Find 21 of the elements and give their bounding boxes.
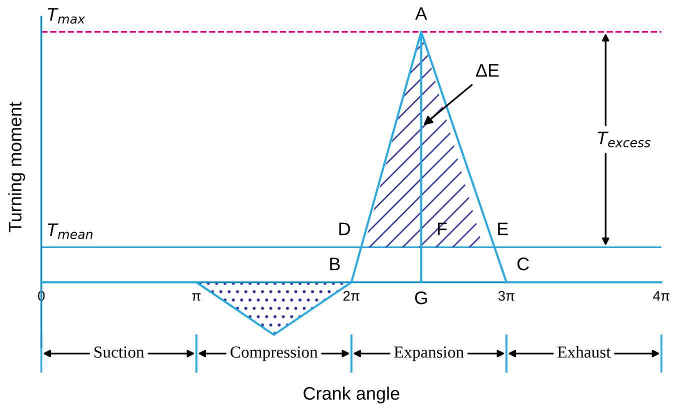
x-tick-label: 2π	[343, 290, 360, 301]
text: Suction	[94, 346, 144, 358]
annotation: T$_{excess}$	[598, 132, 650, 148]
annotation: G	[415, 291, 427, 304]
x-tick-label: 4π	[653, 291, 670, 301]
x-axis-title: Crank angle	[304, 386, 400, 404]
annotation: A	[415, 7, 428, 20]
ref-line-label: T$_{max}$	[48, 8, 86, 24]
annotation: B	[330, 258, 340, 270]
y-axis-title: Turning moment	[8, 102, 26, 232]
text: Expansion	[394, 346, 464, 362]
annotation: F	[438, 222, 447, 236]
annotation: C	[517, 258, 529, 270]
text: Exhaust	[558, 346, 611, 358]
annotation: ΔE	[476, 64, 499, 77]
text: Compression	[230, 346, 318, 362]
annotation: E	[498, 222, 508, 236]
annotation: D	[339, 222, 350, 236]
x-tick-label: 3π	[498, 290, 514, 301]
x-tick-label: π	[192, 293, 201, 301]
ref-line-label: T$_{mean}$	[48, 223, 92, 240]
